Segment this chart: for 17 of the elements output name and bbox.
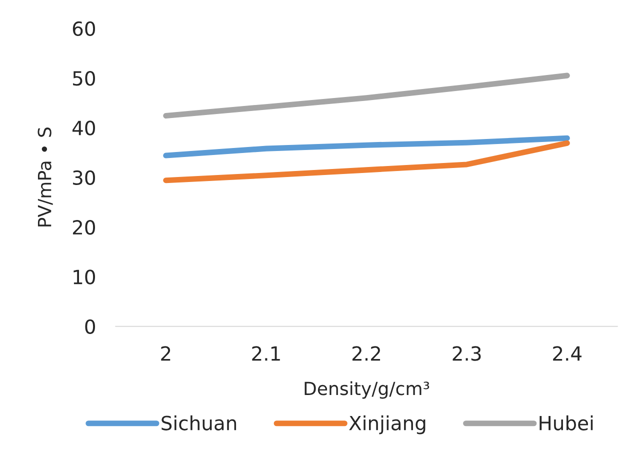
y-axis-title: PV/mPa • S bbox=[38, 128, 53, 226]
legend-label: Sichuan bbox=[162, 415, 236, 430]
y-tick-label: 30 bbox=[73, 170, 96, 186]
y-tick-label: 20 bbox=[72, 220, 96, 235]
x-tick-label: 2.4 bbox=[553, 346, 582, 361]
y-tick-label: 60 bbox=[72, 21, 96, 36]
x-tick-label: 2.3 bbox=[452, 346, 481, 361]
x-tick-label: 2.1 bbox=[252, 346, 280, 361]
x-tick-label: 2.2 bbox=[352, 346, 380, 361]
y-tick-label: 50 bbox=[73, 71, 96, 86]
y-tick-label: 40 bbox=[72, 120, 96, 136]
legend-label: Xinjiang bbox=[349, 415, 426, 434]
y-tick-label: 10 bbox=[74, 270, 96, 284]
legend-label: Hubei bbox=[540, 415, 593, 430]
x-axis-title: Density/g/cm³ bbox=[304, 381, 430, 399]
x-tick-label: 2 bbox=[161, 346, 170, 361]
y-tick-label: 0 bbox=[85, 319, 96, 334]
